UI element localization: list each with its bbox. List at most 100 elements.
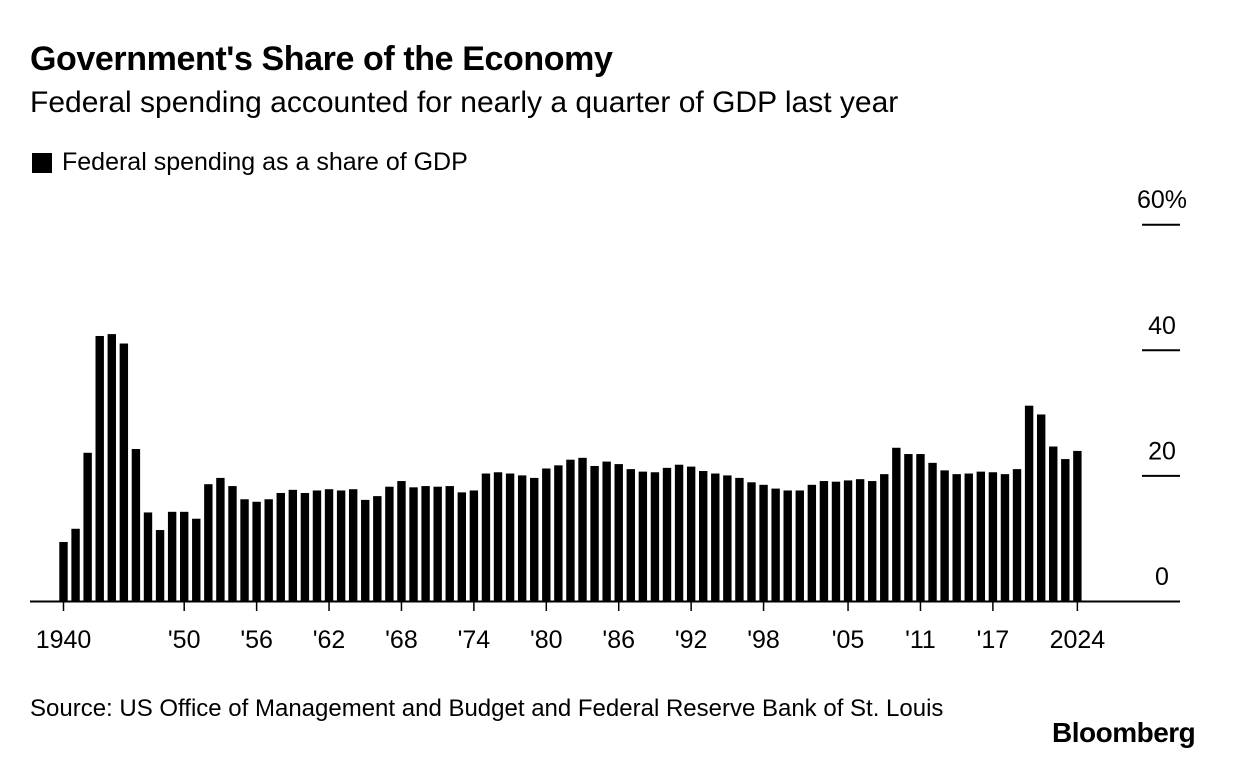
x-tick-label-2005: '05: [832, 626, 865, 654]
bar-1957: [264, 499, 273, 601]
x-tick-label-1950: '50: [168, 626, 201, 654]
chart-title: Government's Share of the Economy: [30, 40, 613, 78]
bars-group: [59, 334, 1082, 601]
bar-1977: [505, 473, 515, 601]
y-tick-label-0: 0: [1155, 563, 1169, 591]
y-axis: 0 20 40 60%: [1137, 186, 1187, 591]
bar-1984: [590, 465, 599, 601]
bar-1973: [457, 492, 467, 601]
bar-2006: [855, 479, 865, 601]
bar-1974: [469, 490, 479, 601]
bar-1958: [276, 492, 285, 601]
legend-label: Federal spending as a share of GDP: [62, 148, 468, 176]
x-tick-label-1986: '86: [602, 626, 635, 654]
bar-1951: [192, 518, 201, 601]
bar-1986: [614, 464, 623, 601]
bar-1989: [650, 472, 660, 601]
bar-1943: [95, 335, 104, 601]
x-tick-label-1956: '56: [240, 626, 273, 654]
bar-1954: [228, 486, 237, 601]
bar-2001: [795, 490, 804, 601]
bar-1952: [204, 484, 213, 601]
bar-1956: [252, 501, 261, 601]
bar-1985: [602, 461, 611, 601]
bar-1983: [578, 457, 587, 601]
bloomberg-logo: Bloomberg: [1052, 717, 1196, 748]
bar-2024: [1073, 450, 1082, 601]
bar-1980: [542, 468, 551, 601]
bar-2015: [964, 473, 973, 601]
bar-1987: [626, 469, 635, 601]
bar-1960: [300, 492, 310, 601]
bar-2003: [819, 481, 829, 601]
bar-2010: [904, 454, 913, 601]
bar-2013: [940, 470, 949, 601]
bar-1979: [530, 477, 539, 601]
x-tick-label-2017: '17: [977, 626, 1010, 654]
legend: Federal spending as a share of GDP: [32, 148, 468, 177]
bar-2011: [916, 454, 925, 601]
bar-1959: [288, 489, 298, 601]
bar-1996: [735, 477, 744, 601]
bar-1991: [674, 464, 684, 601]
bar-2020: [1024, 405, 1034, 601]
bar-2000: [783, 490, 792, 601]
source-note: Source: US Office of Management and Budg…: [30, 695, 944, 722]
bar-2012: [928, 462, 937, 601]
x-tick-label-1992: '92: [675, 626, 708, 654]
bar-2005: [843, 480, 853, 601]
x-tick-label-1974: '74: [458, 626, 491, 654]
x-tick-label-1962: '62: [313, 626, 346, 654]
bar-1955: [240, 499, 249, 601]
bar-1946: [131, 449, 141, 601]
bar-1941: [71, 528, 80, 601]
bar-1965: [361, 499, 370, 601]
bar-1942: [83, 452, 92, 601]
bar-1976: [493, 472, 503, 601]
legend-swatch: [32, 152, 52, 173]
bar-1975: [481, 473, 491, 601]
bar-1970: [421, 486, 430, 601]
bar-1947: [143, 512, 153, 601]
bar-1971: [433, 486, 442, 601]
bar-2022: [1049, 446, 1058, 601]
bar-1994: [711, 473, 720, 601]
bar-1990: [662, 467, 672, 601]
bar-1981: [554, 465, 563, 601]
chart-subtitle: Federal spending accounted for nearly a …: [30, 86, 899, 119]
y-tick-label-60: 60%: [1137, 186, 1187, 214]
y-tick-label-20: 20: [1148, 437, 1176, 465]
bar-2008: [880, 474, 889, 601]
bar-1992: [686, 466, 696, 601]
bar-1961: [312, 490, 322, 601]
bar-1997: [747, 482, 756, 601]
bar-1982: [566, 459, 575, 601]
x-tick-label-1980: '80: [530, 626, 563, 654]
bar-1940: [59, 541, 68, 601]
bar-2021: [1036, 414, 1046, 601]
bar-1968: [397, 481, 406, 601]
bar-1988: [638, 471, 648, 601]
bar-2004: [831, 481, 841, 601]
x-tick-label-1998: '98: [747, 626, 780, 654]
x-tick-label-1940: 1940: [36, 626, 92, 654]
bar-2023: [1061, 459, 1070, 601]
x-tick-label-1968: '68: [385, 626, 418, 654]
bar-1962: [324, 489, 334, 601]
bar-1995: [723, 475, 732, 601]
y-tick-label-40: 40: [1148, 312, 1176, 340]
bar-1966: [373, 496, 382, 601]
bar-1948: [155, 530, 165, 601]
bar-1998: [759, 484, 768, 601]
bar-1993: [699, 471, 708, 601]
bar-1967: [385, 486, 394, 601]
bar-2014: [952, 474, 961, 601]
bar-1972: [445, 486, 454, 601]
bar-1945: [119, 343, 129, 601]
bar-2002: [807, 484, 817, 601]
bar-1953: [216, 477, 225, 601]
bar-2016: [976, 471, 986, 601]
bar-1963: [336, 490, 346, 601]
x-tick-label-2011: '11: [905, 626, 936, 654]
